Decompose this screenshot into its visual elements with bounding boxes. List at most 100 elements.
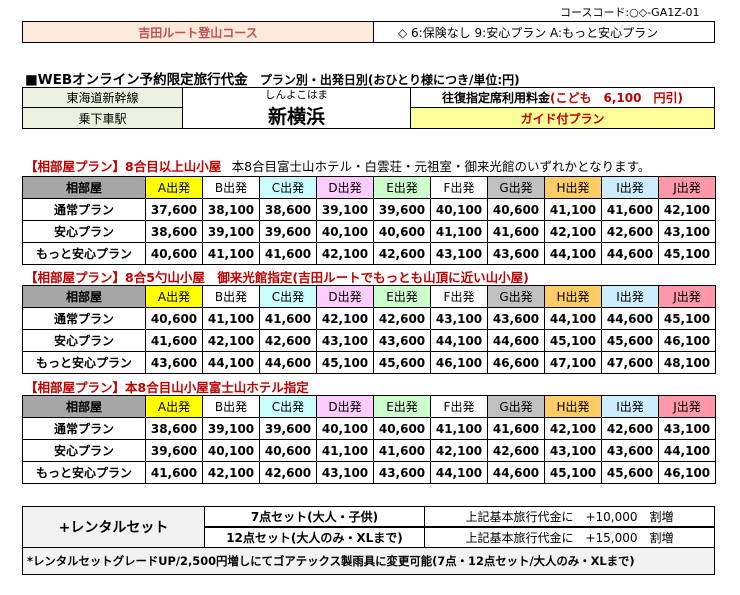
price-cell: 44,600 [487,329,545,352]
price-cell: 41,100 [544,198,602,221]
price-cell: 40,600 [145,242,203,265]
section-title: 【相部屋プラン】本8合目山小屋富士山ホテル指定 [25,377,309,396]
departure-header: I出発 [601,395,659,418]
room-type-header: 相部屋 [22,285,146,308]
price-cell: 38,100 [202,198,260,221]
departure-header: G出発 [487,176,545,199]
price-cell: 44,100 [544,307,602,330]
fee-label: 往復指定席利用料金 [442,91,551,105]
price-cell: 43,600 [373,329,431,352]
price-cell: 43,100 [430,307,488,330]
departure-header: C出発 [259,285,317,308]
price-cell: 40,600 [145,307,203,330]
table-header-row: 相部屋 A出発 B出発 C出発 D出発 E出発 F出発 G出発 H出発 I出発 J出発 [22,285,716,308]
price-cell: 47,600 [601,351,659,374]
room-type-header: 相部屋 [22,176,146,199]
price-cell: 40,100 [316,417,374,440]
price-cell: 42,100 [202,329,260,352]
price-table: 相部屋 A出発 B出発 C出発 D出発 E出発 F出発 G出発 H出発 I出発 J出発 通常プラン 38… [22,395,716,484]
plan-name: 安心プラン [22,220,146,243]
price-cell: 41,600 [487,417,545,440]
price-cell: 41,600 [373,439,431,462]
price-cell: 42,600 [601,220,659,243]
price-cell: 43,100 [316,461,374,484]
price-cell: 40,100 [316,220,374,243]
table-row: 安心プラン 41,600 42,100 42,600 43,100 43,600 44,10… [22,329,716,352]
room-type-header: 相部屋 [22,395,146,418]
table-row: もっと安心プラン 41,600 42,100 42,600 43,100 43,600 44… [22,461,716,484]
course-name-box: 吉田ルート登山コース [22,21,374,43]
price-cell: 44,100 [430,461,488,484]
departure-header: H出発 [544,176,602,199]
table-header-row: 相部屋 A出発 B出発 C出発 D出発 E出発 F出発 G出発 H出発 I出発 J出発 [22,395,716,418]
price-cell: 39,100 [316,198,374,221]
departure-header: B出発 [202,176,260,199]
price-cell: 45,100 [658,242,716,265]
pricing-title-main: ■WEBオンライン予約限定旅行代金 [25,72,248,88]
departure-header: A出発 [145,176,203,199]
price-cell: 41,100 [316,439,374,462]
plan-name: もっと安心プラン [22,242,146,265]
price-cell: 45,100 [544,461,602,484]
station-label: 乗下車駅 [78,111,127,126]
table-row: もっと安心プラン 43,600 44,100 44,600 45,100 45,600 46… [22,351,716,374]
table-row: 安心プラン 38,600 39,100 39,600 40,100 40,600 41,10… [22,220,716,243]
price-cell: 39,600 [373,198,431,221]
price-cell: 43,100 [544,439,602,462]
departure-header: A出発 [145,285,203,308]
departure-header: J出発 [658,176,716,199]
table-row: 通常プラン 37,600 38,100 38,600 39,100 39,600 40,10… [22,198,716,221]
departure-header: D出発 [316,176,374,199]
price-cell: 41,600 [145,329,203,352]
departure-header: J出発 [658,395,716,418]
departure-header: E出発 [373,176,431,199]
departure-header: F出発 [430,285,488,308]
departure-header: G出発 [487,395,545,418]
options-box: ◇ 6:保険なし 9:安心プラン A:もっと安心プラン [373,21,715,43]
price-table: 相部屋 A出発 B出発 C出発 D出発 E出発 F出発 G出発 H出発 I出発 J出発 通常プラン 37… [22,176,716,265]
section-title-text: 【相部屋プラン】8合目以上山小屋 [25,159,222,174]
price-cell: 43,100 [658,220,716,243]
price-cell: 42,100 [316,242,374,265]
price-cell: 40,600 [487,198,545,221]
departure-header: E出発 [373,395,431,418]
station-line-box: 東海道新幹線 [22,87,183,108]
station-line: 東海道新幹線 [66,91,139,105]
price-cell: 43,100 [658,417,716,440]
rental-add7-box: 上記基本旅行代金に +10,000 割増 [424,506,715,527]
section-title-text: 【相部屋プラン】8合5勺山小屋 御来光館指定(吉田ルートでもっとも山頂に近い山小… [25,270,529,285]
price-cell: 39,600 [259,417,317,440]
price-cell: 38,600 [145,417,203,440]
station-name-box: しんよこはま 新横浜 [182,87,411,129]
price-cell: 42,600 [601,417,659,440]
rental-set7: 7点セット(大人・子供) [250,510,379,524]
departure-header: E出発 [373,285,431,308]
price-cell: 41,100 [430,417,488,440]
section-title: 【相部屋プラン】8合目以上山小屋 本8合目富士山ホテル・白雲荘・元祖室・御来光館… [25,156,650,175]
station-label-box: 乗下車駅 [22,107,183,129]
price-cell: 40,600 [373,417,431,440]
rental-set12-box: 12点セット(大人のみ・XLまで) [204,527,425,548]
fee-child: (こども 6,100 円引) [550,91,683,105]
departure-header: I出発 [601,176,659,199]
plan-name: 通常プラン [22,417,146,440]
table-row: 通常プラン 40,600 41,100 41,600 42,100 42,600 43,10… [22,307,716,330]
guide-box: ガイド付プラン [410,107,715,129]
price-cell: 40,600 [259,439,317,462]
price-table: 相部屋 A出発 B出発 C出発 D出発 E出発 F出発 G出発 H出発 I出発 J出発 通常プラン 40… [22,285,716,374]
price-cell: 42,100 [658,198,716,221]
station-name: 新横浜 [267,106,325,128]
rental-set7-box: 7点セット(大人・子供) [204,506,425,527]
price-cell: 44,600 [487,461,545,484]
plan-name: 通常プラン [22,198,146,221]
price-cell: 40,100 [430,198,488,221]
price-cell: 43,600 [487,307,545,330]
price-cell: 46,100 [430,351,488,374]
plan-name: 通常プラン [22,307,146,330]
price-cell: 47,100 [544,351,602,374]
price-cell: 43,100 [316,329,374,352]
plan-name: もっと安心プラン [22,351,146,374]
rental-add12-box: 上記基本旅行代金に +15,000 割増 [424,527,715,548]
price-cell: 37,600 [145,198,203,221]
fee-box: 往復指定席利用料金 (こども 6,100 円引) [410,87,715,108]
